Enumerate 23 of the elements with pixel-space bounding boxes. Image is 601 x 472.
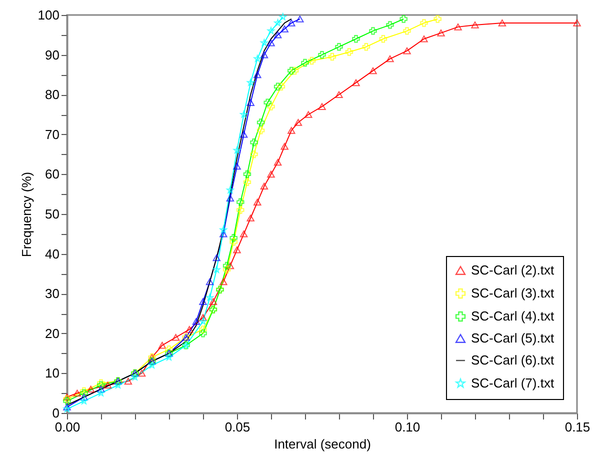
x-tick-label: 0.00 bbox=[54, 420, 80, 434]
y-axis-title: Frequency (%) bbox=[18, 172, 34, 258]
x-axis-title: Interval (second) bbox=[274, 436, 371, 452]
y-tick-label: 20 bbox=[45, 326, 60, 341]
y-tick-label: 100 bbox=[38, 8, 60, 22]
y-tick-label: 40 bbox=[45, 246, 60, 262]
y-tick-label: 60 bbox=[45, 166, 60, 182]
y-tick-label: 90 bbox=[45, 47, 60, 62]
y-tick-label: 30 bbox=[45, 286, 60, 302]
legend-label: SC-Carl (3).txt bbox=[471, 286, 554, 300]
y-tick-label: 80 bbox=[45, 87, 60, 102]
legend-label: SC-Carl (7).txt bbox=[471, 376, 554, 390]
x-tick-label: 0.05 bbox=[224, 420, 250, 434]
y-tick-label: 70 bbox=[45, 126, 60, 142]
legend-label: SC-Carl (4).txt bbox=[471, 308, 554, 324]
legend-label: SC-Carl (6).txt bbox=[471, 352, 554, 368]
legend-label: SC-Carl (2).txt bbox=[471, 262, 554, 278]
x-tick-label: 0.15 bbox=[564, 420, 590, 434]
y-tick-label: 10 bbox=[45, 366, 60, 381]
x-tick-label: 0.10 bbox=[394, 420, 420, 434]
legend-label: SC-Carl (5).txt bbox=[471, 330, 554, 346]
y-tick-label: 0 bbox=[52, 406, 60, 420]
y-tick-label: 50 bbox=[45, 206, 60, 222]
